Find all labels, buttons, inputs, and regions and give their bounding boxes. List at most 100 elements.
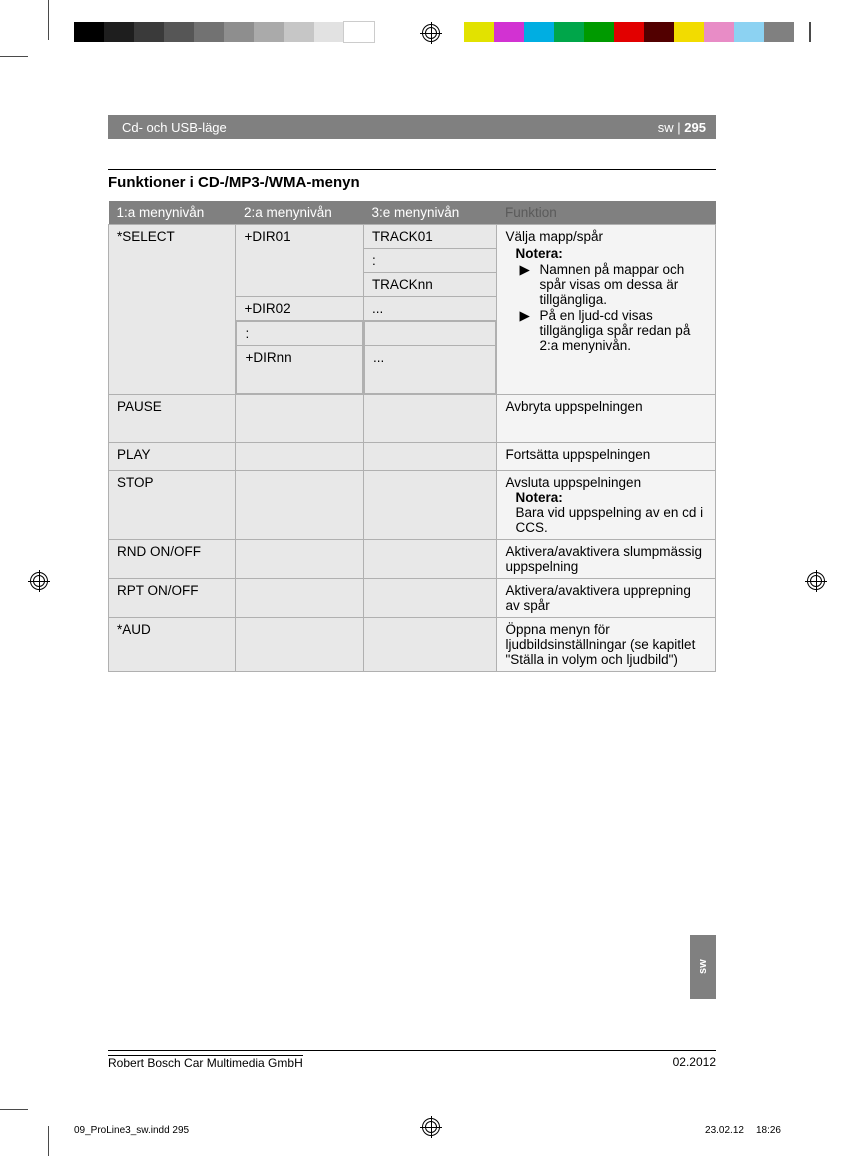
registration-mark-left [30, 572, 48, 590]
swatch [704, 22, 734, 42]
crop-corner-tl-v [48, 0, 49, 40]
table-cell: RND ON/OFF [109, 540, 236, 579]
swatch [764, 22, 794, 42]
crop-corner-bl-h [0, 1109, 28, 1110]
table-cell [236, 443, 363, 471]
table-cell: STOP [109, 471, 236, 540]
table-cell: Fortsätta uppspelningen [497, 443, 716, 471]
table-cell: TRACKnn [363, 273, 497, 297]
note-label: Notera: [505, 246, 707, 261]
arrow-icon: ▶ [519, 262, 529, 278]
swatch [464, 22, 494, 42]
footer-right: 02.2012 [673, 1055, 716, 1070]
slug-datetime: 23.02.1218:26 [693, 1125, 781, 1136]
swatch [104, 22, 134, 42]
table-cell: Avbryta uppspelningen [497, 395, 716, 443]
note-bullet: ▶På en ljud-cd visas tillgängliga spår r… [519, 308, 707, 353]
table-cell: PAUSE [109, 395, 236, 443]
registration-mark-right [807, 572, 825, 590]
grayscale-strip [74, 22, 374, 42]
crop-corner-bl-v [48, 1126, 49, 1156]
table-cell: +DIR02 [236, 297, 363, 321]
note-label: Notera: [505, 490, 707, 505]
section-rule [108, 169, 716, 170]
col-header-2: 2:a menynivån [236, 201, 363, 225]
table-cell: Avsluta uppspelningenNotera:Bara vid upp… [497, 471, 716, 540]
registration-mark-top [422, 24, 440, 42]
swatch [134, 22, 164, 42]
table-row: *AUDÖppna menyn för ljudbildsinställning… [109, 618, 716, 672]
page-header: Cd- och USB-läge sw | 295 [108, 115, 716, 139]
note-text: Bara vid uppspelning av en cd i CCS. [505, 505, 707, 535]
swatch [314, 22, 344, 42]
fn-intro: Avsluta uppspelningen [505, 475, 707, 490]
table-cell: *SELECT [109, 225, 236, 395]
col-header-4: Funktion [497, 201, 716, 225]
crop-corner-tl-h [0, 56, 28, 57]
menu-functions-table: 1:a menynivån 2:a menynivån 3:e menynivå… [108, 201, 716, 672]
table-cell [236, 540, 363, 579]
swatch [194, 22, 224, 42]
swatch [584, 22, 614, 42]
fn-intro: Välja mapp/spår [505, 229, 707, 244]
table-cell [363, 395, 497, 443]
table-header-row: 1:a menynivån 2:a menynivån 3:e menynivå… [109, 201, 716, 225]
table-cell: RPT ON/OFF [109, 579, 236, 618]
swatch [494, 22, 524, 42]
table-cell: PLAY [109, 443, 236, 471]
swatch [344, 22, 374, 42]
table-cell [363, 471, 497, 540]
swatch [554, 22, 584, 42]
swatch [614, 22, 644, 42]
footer-left: Robert Bosch Car Multimedia GmbH [108, 1055, 303, 1070]
swatch [524, 22, 554, 42]
table-cell: Aktivera/avaktivera upprepning av spår [497, 579, 716, 618]
table-cell: TRACK01 [363, 225, 497, 249]
note-bullet: ▶Namnen på mappar och spår visas om dess… [519, 262, 707, 307]
table-cell [236, 395, 363, 443]
col-header-1: 1:a menynivån [109, 201, 236, 225]
section-title: Funktioner i CD-/MP3-/WMA-menyn [108, 174, 716, 191]
note-list: ▶Namnen på mappar och spår visas om dess… [505, 262, 707, 353]
table-row: RPT ON/OFF Aktivera/avaktivera upprepning… [109, 579, 716, 618]
swatch [224, 22, 254, 42]
swatch [284, 22, 314, 42]
table-cell: Öppna menyn för ljudbildsinställningar (… [497, 618, 716, 672]
swatch [644, 22, 674, 42]
table-cell: : [363, 249, 497, 273]
page-footer: Robert Bosch Car Multimedia GmbH 02.2012 [108, 1055, 716, 1070]
swatch [74, 22, 104, 42]
swatch [164, 22, 194, 42]
table-row: PLAY Fortsätta uppspelningen [109, 443, 716, 471]
table-cell: +DIR01 [236, 225, 363, 297]
table-cell [236, 471, 363, 540]
footer-rule [108, 1050, 716, 1051]
table-cell: ... [363, 321, 497, 395]
page-content: Cd- och USB-läge sw | 295 Funktioner i C… [108, 115, 716, 672]
table-row: *SELECT+DIR01TRACK01Välja mapp/spårNoter… [109, 225, 716, 249]
table-row: PAUSE Avbryta uppspelningen [109, 395, 716, 443]
crop-marks-top [0, 0, 855, 60]
side-tab-language: sw [690, 935, 716, 999]
table-cell: Aktivera/avaktivera slumpmässig uppspeln… [497, 540, 716, 579]
table-cell [236, 579, 363, 618]
table-cell [363, 443, 497, 471]
table-cell: :+DIRnn [236, 321, 363, 395]
swatch [734, 22, 764, 42]
table-cell [363, 540, 497, 579]
swatch [674, 22, 704, 42]
table-cell: ... [363, 297, 497, 321]
arrow-icon: ▶ [519, 308, 529, 324]
table-row: STOP Avsluta uppspelningenNotera:Bara vid… [109, 471, 716, 540]
col-header-3: 3:e menynivån [363, 201, 497, 225]
table-cell [363, 579, 497, 618]
header-section: Cd- och USB-läge [118, 120, 227, 135]
table-cell: Välja mapp/spår Notera:▶Namnen på mappar … [497, 225, 716, 395]
note-block: Välja mapp/spår Notera:▶Namnen på mappar … [505, 229, 707, 353]
header-page-indicator: sw | 295 [658, 120, 706, 135]
table-row: RND ON/OFF Aktivera/avaktivera slumpmässi… [109, 540, 716, 579]
color-strip [464, 22, 794, 42]
slug-file: 09_ProLine3_sw.indd 295 [74, 1125, 189, 1136]
crop-tick-tr [809, 22, 811, 42]
print-slug: 09_ProLine3_sw.indd 295 23.02.1218:26 [74, 1125, 781, 1136]
